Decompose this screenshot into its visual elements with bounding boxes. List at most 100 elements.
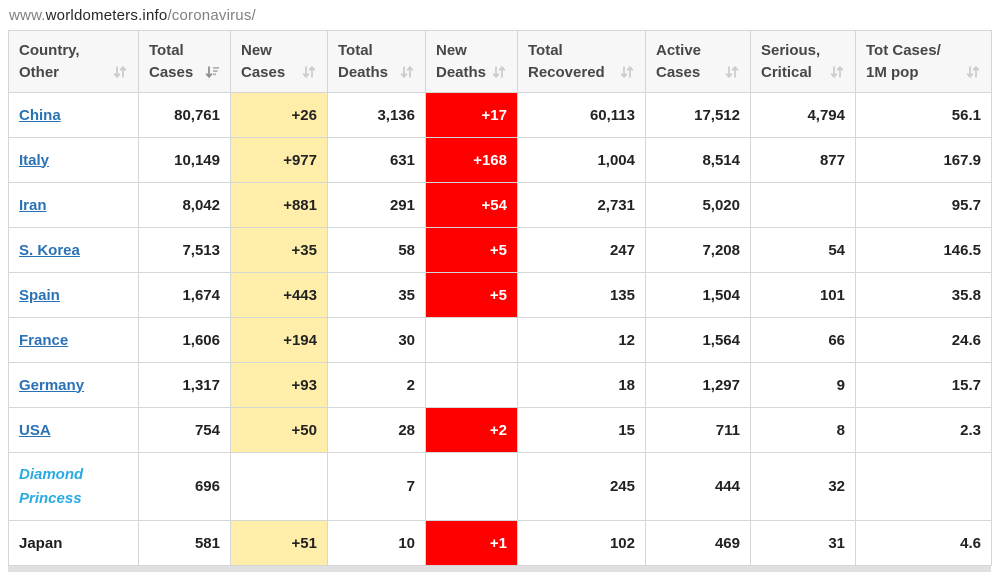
cell-country: China	[8, 92, 139, 138]
country-link[interactable]: Germany	[19, 376, 85, 394]
cell-cases-per-1m: 15.7	[855, 362, 992, 408]
cell-new-deaths	[425, 452, 518, 521]
cell-country: Japan	[8, 520, 139, 566]
cell-country: Germany	[8, 362, 139, 408]
cell-cases-per-1m: 35.8	[855, 272, 992, 318]
column-label-line1: Total	[528, 41, 563, 59]
sort-toggle-icon	[302, 66, 316, 79]
column-header-new-cases[interactable]: New Cases	[230, 30, 328, 93]
cell-new-cases: +35	[230, 227, 328, 273]
column-label-line1: New	[436, 41, 467, 59]
cell-serious-critical: 9	[750, 362, 856, 408]
coronavirus-table: Country, Other Total Cases New Cases Total Deat…	[8, 30, 992, 566]
cell-cases-per-1m: 146.5	[855, 227, 992, 273]
cell-total-cases: 1,317	[138, 362, 231, 408]
cell-cases-per-1m: 56.1	[855, 92, 992, 138]
cell-country: France	[8, 317, 139, 363]
cell-serious-critical: 66	[750, 317, 856, 363]
column-label-line2: Deaths	[436, 63, 487, 81]
cell-total-cases: 80,761	[138, 92, 231, 138]
cell-total-cases: 1,606	[138, 317, 231, 363]
cell-total-recovered: 1,004	[517, 137, 646, 183]
cell-total-deaths: 3,136	[327, 92, 426, 138]
table-row: Japan 581 +51 10 +1 102 469 31 4.6	[8, 520, 992, 566]
cell-total-recovered: 15	[517, 407, 646, 453]
country-link[interactable]: S. Korea	[19, 241, 80, 259]
column-header-total-deaths[interactable]: Total Deaths	[327, 30, 426, 93]
country-link[interactable]: Diamond Princess	[19, 466, 84, 507]
table-row: France 1,606 +194 30 12 1,564 66 24.6	[8, 317, 992, 363]
column-label-line2: Cases	[656, 63, 701, 81]
column-header-serious-critical[interactable]: Serious, Critical	[750, 30, 856, 93]
sort-toggle-icon	[725, 66, 739, 79]
cell-active-cases: 8,514	[645, 137, 751, 183]
cell-total-recovered: 18	[517, 362, 646, 408]
cell-total-deaths: 631	[327, 137, 426, 183]
column-label-line1: Tot Cases/	[866, 41, 941, 59]
table-header: Country, Other Total Cases New Cases Total Deat…	[8, 30, 992, 93]
cell-new-cases	[230, 452, 328, 521]
table-row: S. Korea 7,513 +35 58 +5 247 7,208 54 146.5	[8, 227, 992, 273]
column-label-line2: Critical	[761, 63, 812, 81]
cell-country: Iran	[8, 182, 139, 228]
country-link[interactable]: Italy	[19, 151, 50, 169]
cell-new-deaths: +168	[425, 137, 518, 183]
cell-cases-per-1m: 24.6	[855, 317, 992, 363]
cell-new-deaths: +54	[425, 182, 518, 228]
column-header-cases-per-1m[interactable]: Tot Cases/1M pop	[855, 30, 992, 93]
cell-total-recovered: 247	[517, 227, 646, 273]
cell-total-recovered: 60,113	[517, 92, 646, 138]
column-label-line2: Recovered	[528, 63, 605, 81]
cell-total-deaths: 35	[327, 272, 426, 318]
column-header-total-recovered[interactable]: Total Recovered	[517, 30, 646, 93]
cell-new-deaths: +5	[425, 272, 518, 318]
cell-active-cases: 7,208	[645, 227, 751, 273]
cell-total-deaths: 10	[327, 520, 426, 566]
country-link[interactable]: China	[19, 106, 61, 124]
country-link[interactable]: France	[19, 331, 69, 349]
table-row: Spain 1,674 +443 35 +5 135 1,504 101 35.8	[8, 272, 992, 318]
table-row: Diamond Princess 696 7 245 444 32	[8, 452, 992, 521]
cell-total-cases: 1,674	[138, 272, 231, 318]
cell-new-cases: +881	[230, 182, 328, 228]
column-label-line2: Other	[19, 63, 60, 81]
country-name: Japan	[19, 534, 63, 552]
url-path: /coronavirus/	[167, 7, 256, 24]
cell-active-cases: 711	[645, 407, 751, 453]
cell-serious-critical: 4,794	[750, 92, 856, 138]
column-label-line1: Total	[338, 41, 373, 59]
cell-new-cases: +194	[230, 317, 328, 363]
cell-total-cases: 754	[138, 407, 231, 453]
table-row: Iran 8,042 +881 291 +54 2,731 5,020 95.7	[8, 182, 992, 228]
cell-total-recovered: 12	[517, 317, 646, 363]
cell-active-cases: 1,297	[645, 362, 751, 408]
cell-cases-per-1m: 95.7	[855, 182, 992, 228]
sort-toggle-icon	[400, 66, 414, 79]
cell-country: USA	[8, 407, 139, 453]
cell-total-deaths: 58	[327, 227, 426, 273]
cell-new-deaths: +1	[425, 520, 518, 566]
cell-serious-critical: 31	[750, 520, 856, 566]
column-label-line1: Total	[149, 41, 184, 59]
column-label-line2: 1M pop	[866, 63, 919, 81]
cell-serious-critical: 877	[750, 137, 856, 183]
country-link[interactable]: Spain	[19, 286, 60, 304]
country-link[interactable]: Iran	[19, 196, 47, 214]
cell-new-cases: +26	[230, 92, 328, 138]
cell-new-deaths: +5	[425, 227, 518, 273]
column-label-line1: New	[241, 41, 272, 59]
column-header-total-cases[interactable]: Total Cases	[138, 30, 231, 93]
column-label-line1: Country,	[19, 41, 80, 59]
sort-toggle-icon	[113, 66, 127, 79]
cell-serious-critical: 32	[750, 452, 856, 521]
column-header-country[interactable]: Country, Other	[8, 30, 139, 93]
url-text[interactable]: www.worldometers.info/coronavirus/	[0, 0, 999, 30]
column-header-active-cases[interactable]: Active Cases	[645, 30, 751, 93]
column-label-line2: Cases	[149, 63, 194, 81]
cell-cases-per-1m	[855, 452, 992, 521]
column-header-new-deaths[interactable]: New Deaths	[425, 30, 518, 93]
cell-cases-per-1m: 4.6	[855, 520, 992, 566]
cell-serious-critical: 54	[750, 227, 856, 273]
country-link[interactable]: USA	[19, 421, 51, 439]
cell-country: Italy	[8, 137, 139, 183]
